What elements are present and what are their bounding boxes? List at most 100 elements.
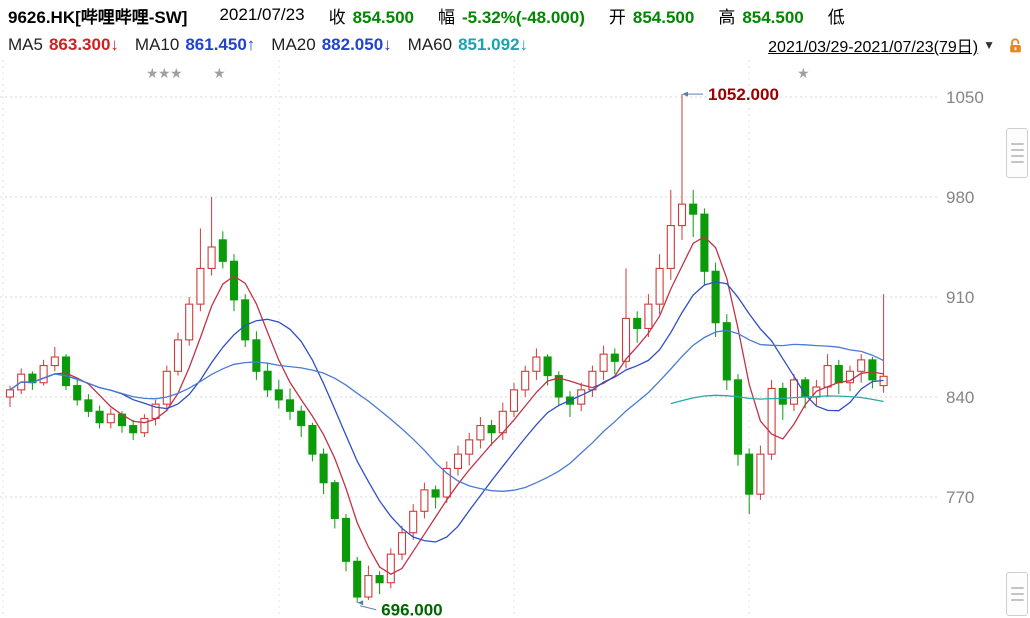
candle-body bbox=[330, 482, 339, 519]
candle-body bbox=[610, 353, 619, 362]
ma10-legend: MA10 861.450↑ bbox=[135, 35, 255, 55]
field-value: -5.32%(-48.000) bbox=[462, 7, 585, 27]
quote-low: 低 bbox=[828, 3, 852, 28]
widget-line bbox=[1010, 599, 1024, 601]
event-star-icon: ★ bbox=[146, 65, 159, 81]
candle-body bbox=[308, 425, 317, 455]
candle-body bbox=[375, 575, 384, 584]
candle-body bbox=[207, 246, 216, 269]
candle-body bbox=[711, 270, 720, 324]
field-value: 854.500 bbox=[742, 7, 804, 27]
field-label: 开 bbox=[608, 7, 626, 27]
quote-open: 开 854.500 bbox=[609, 3, 694, 28]
y-axis-label: 1050 bbox=[946, 88, 984, 107]
y-axis-label: 980 bbox=[946, 188, 974, 207]
ma-line-ma60 bbox=[670, 394, 884, 405]
ma-bar: MA5 863.300↓ MA10 861.450↑ MA20 882.050↓ MA… bbox=[0, 30, 1030, 60]
annotation-arrow-icon bbox=[357, 600, 364, 606]
candle-body bbox=[677, 203, 687, 227]
chevron-down-icon: ▼ bbox=[983, 38, 995, 52]
widget-line bbox=[1010, 149, 1024, 151]
y-axis-label: 840 bbox=[946, 388, 974, 407]
candle-body bbox=[162, 370, 171, 405]
side-scroll-widget-top[interactable] bbox=[1006, 128, 1028, 178]
widget-line bbox=[1010, 593, 1024, 595]
candle-body bbox=[487, 425, 496, 434]
candle-body bbox=[341, 517, 351, 562]
ma-value: 851.092↓ bbox=[458, 35, 529, 54]
candle-body bbox=[521, 370, 530, 391]
field-value: 854.500 bbox=[632, 7, 695, 27]
field-label: 收 bbox=[328, 7, 346, 27]
candle-body bbox=[599, 353, 608, 372]
candle-body bbox=[73, 385, 82, 401]
candle-body bbox=[5, 389, 15, 398]
event-star-icon: ★ bbox=[170, 65, 183, 81]
ma60-legend: MA60 851.092↓ bbox=[408, 35, 528, 55]
field-label: 低 bbox=[827, 7, 845, 27]
ma-value: 861.450↑ bbox=[185, 35, 256, 54]
annotation-leader bbox=[360, 605, 377, 611]
candle-body bbox=[700, 213, 709, 272]
field-label: 高 bbox=[718, 7, 736, 27]
candle-body bbox=[129, 425, 138, 434]
side-scroll-widget-bottom[interactable] bbox=[1006, 572, 1028, 616]
candle-body bbox=[543, 356, 552, 377]
candle-body bbox=[823, 365, 832, 388]
candle-body bbox=[95, 410, 104, 424]
candle-body bbox=[140, 417, 149, 434]
candle-body bbox=[655, 267, 664, 305]
event-star-icon: ★ bbox=[158, 65, 171, 81]
candle-body bbox=[263, 370, 272, 391]
candle-body bbox=[285, 399, 295, 412]
lock-icon[interactable] bbox=[1007, 37, 1024, 54]
ma-value: 882.050↓ bbox=[321, 35, 392, 54]
ma20-legend: MA20 882.050↓ bbox=[271, 35, 391, 55]
candle-body bbox=[453, 453, 463, 469]
candle-body bbox=[644, 303, 653, 329]
candle-body bbox=[409, 510, 418, 534]
candle-body bbox=[431, 489, 440, 498]
candle-body bbox=[364, 575, 373, 598]
candle-body bbox=[61, 356, 71, 387]
candle-body bbox=[789, 379, 799, 405]
candle-body bbox=[621, 317, 631, 362]
widget-line bbox=[1010, 587, 1024, 589]
candle-body bbox=[834, 365, 843, 384]
event-star-icon: ★ bbox=[213, 65, 226, 81]
candle-body bbox=[397, 532, 407, 555]
date-range-selector[interactable]: 2021/03/29-2021/07/23(79日) ▼ bbox=[768, 33, 995, 57]
widget-line bbox=[1010, 161, 1024, 163]
y-axis-label: 770 bbox=[946, 488, 974, 507]
candle-body bbox=[229, 260, 239, 301]
candle-body bbox=[50, 356, 59, 367]
quote-change: 幅 -5.32%(-48.000) bbox=[438, 3, 585, 28]
widget-line bbox=[1010, 143, 1024, 145]
candle-body bbox=[722, 322, 731, 381]
ma5-legend: MA5 863.300↓ bbox=[8, 35, 119, 55]
ma-label: MA5 bbox=[8, 35, 43, 54]
field-label: 幅 bbox=[438, 7, 456, 27]
candle-body bbox=[745, 453, 754, 495]
candle-body bbox=[845, 370, 855, 384]
candle-body bbox=[274, 389, 283, 401]
quote-high: 高 854.500 bbox=[718, 3, 803, 28]
ma-label: MA20 bbox=[271, 35, 316, 54]
candle-body bbox=[106, 413, 115, 424]
symbol-title: 9626.HK[哔哩哔哩-SW] bbox=[8, 7, 188, 27]
candle-body bbox=[185, 303, 194, 341]
candle-body bbox=[465, 439, 474, 455]
candle-body bbox=[532, 356, 541, 372]
candle-body bbox=[39, 365, 48, 384]
candle-body bbox=[252, 339, 261, 372]
quote-close: 收 854.500 bbox=[329, 3, 414, 28]
candle-body bbox=[420, 489, 429, 512]
y-axis-label: 910 bbox=[946, 288, 974, 307]
candle-body bbox=[353, 560, 362, 598]
ma-value: 863.300↓ bbox=[48, 35, 119, 54]
annotation-text: 1052.000 bbox=[708, 85, 779, 104]
candle-body bbox=[442, 467, 451, 498]
candle-body bbox=[173, 339, 183, 372]
ma-line-ma10 bbox=[9, 281, 884, 543]
